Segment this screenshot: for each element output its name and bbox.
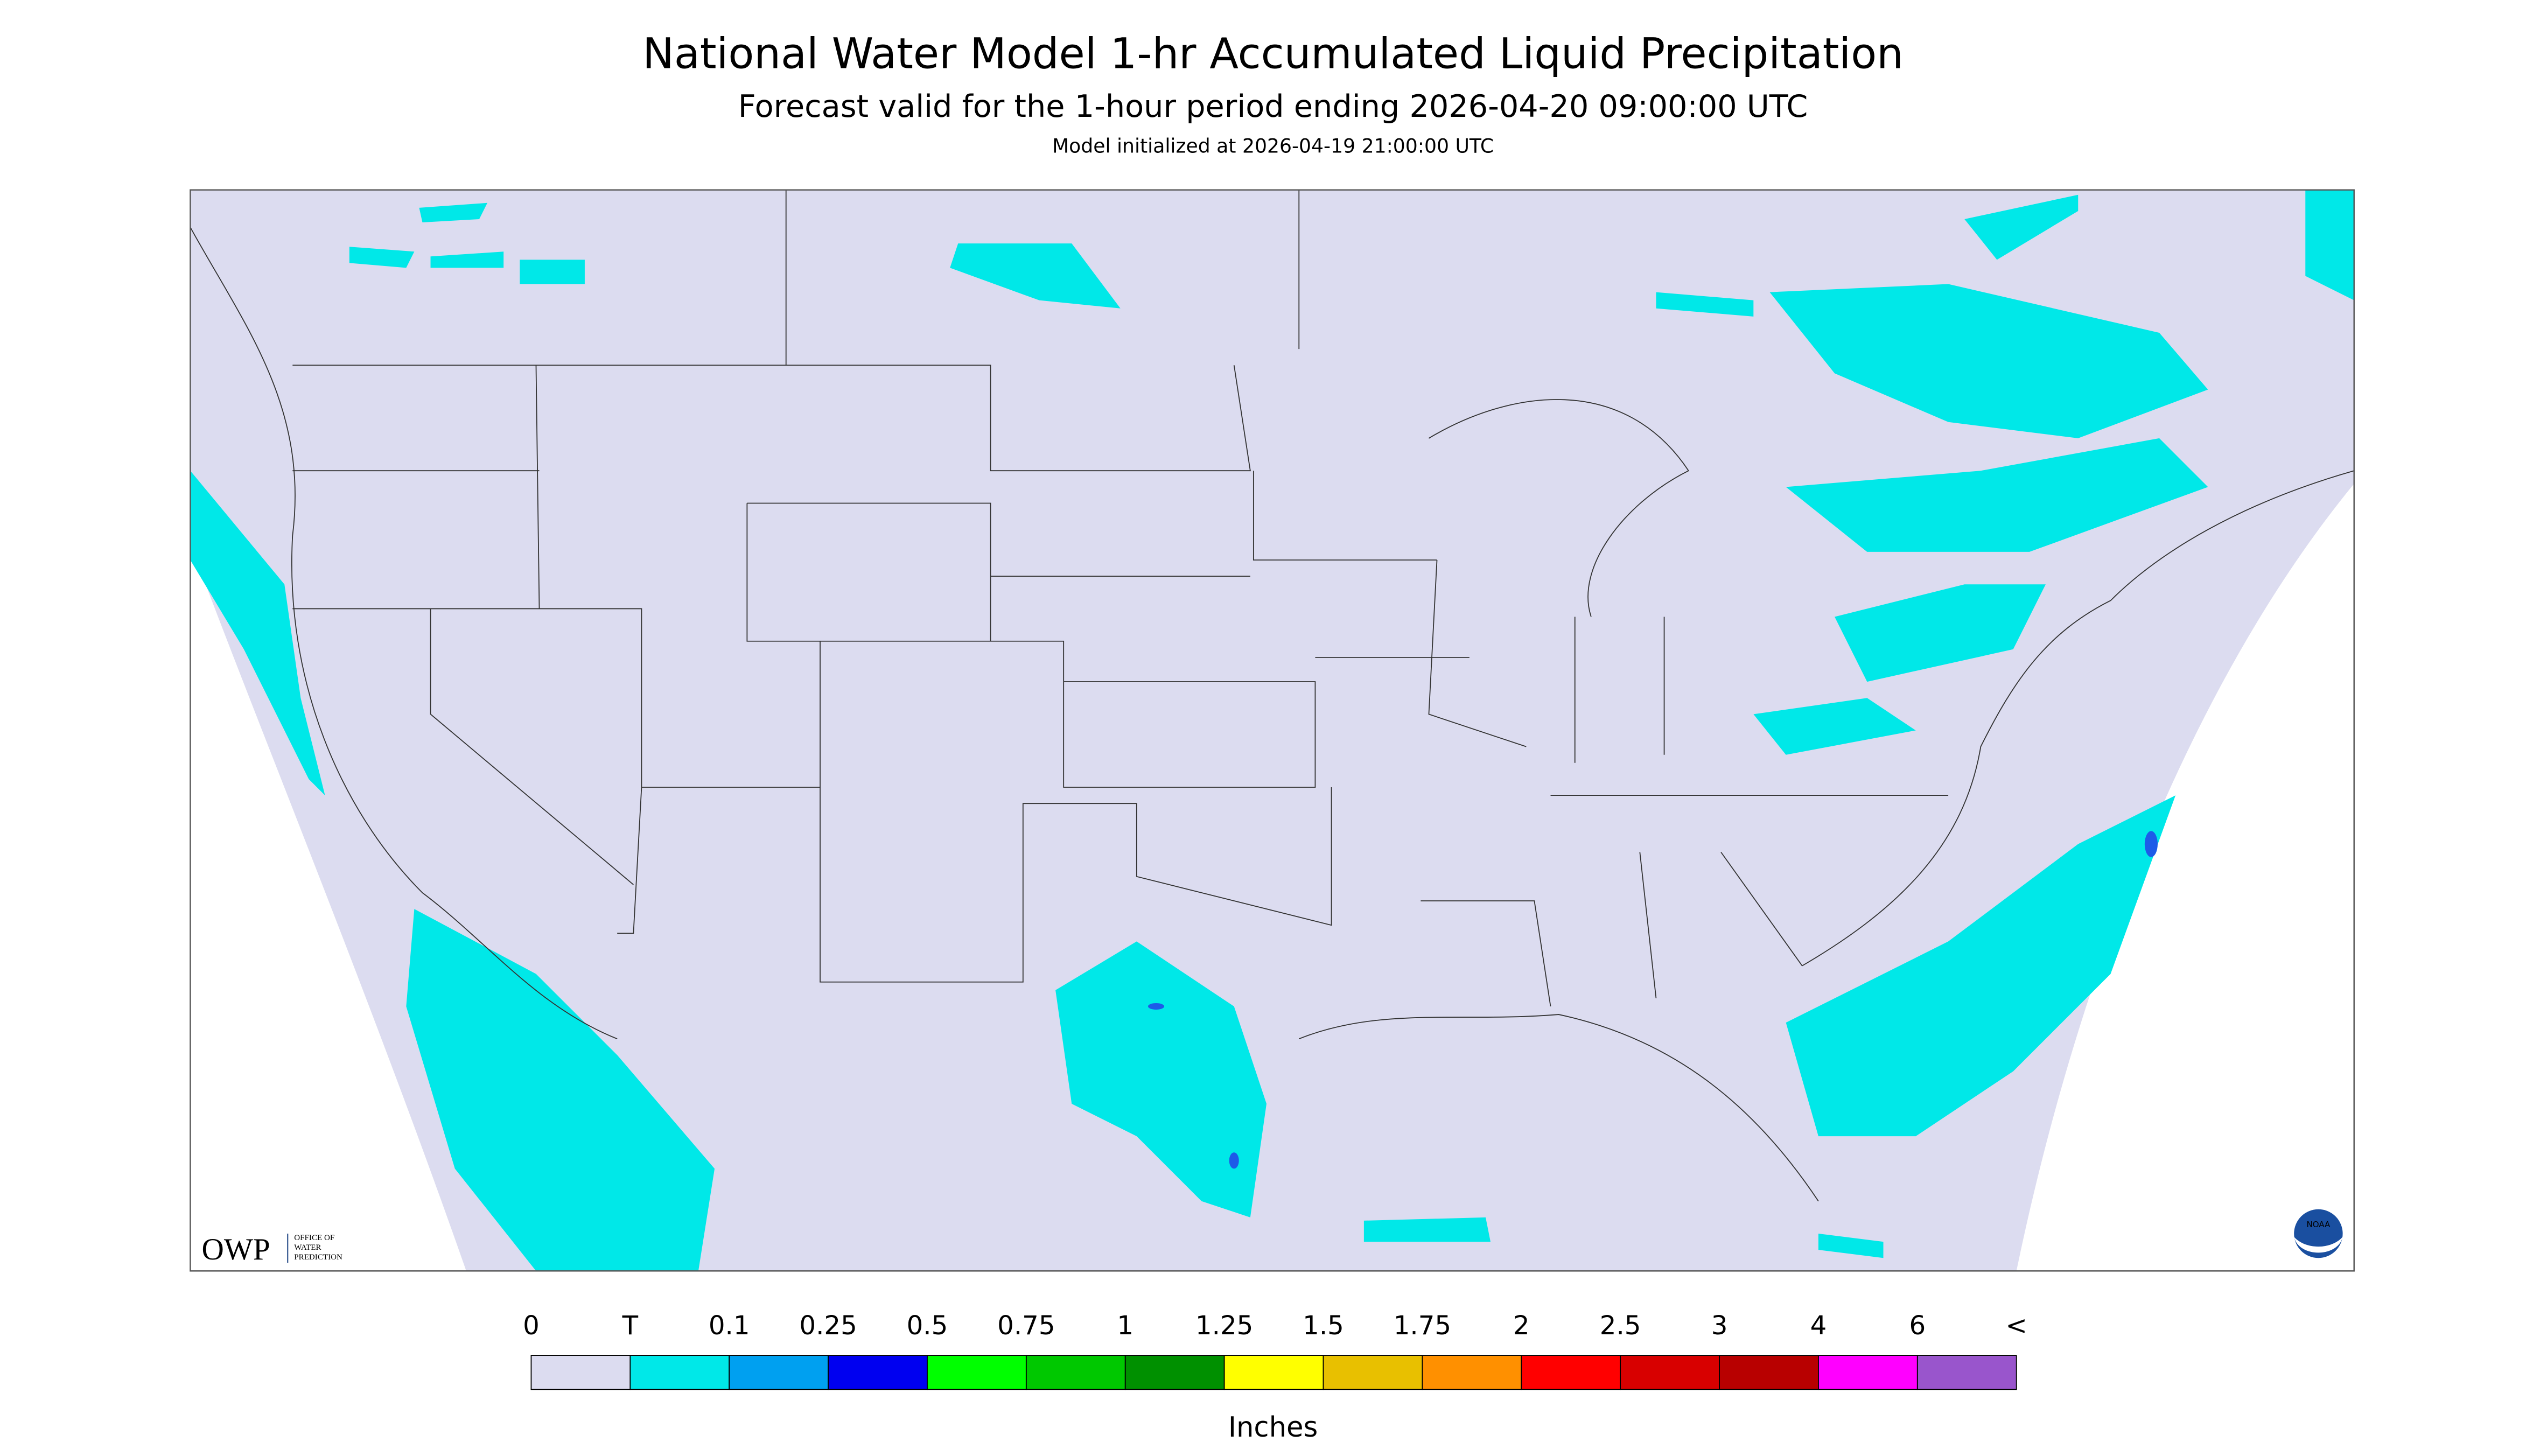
domain-edge-right [2016,484,2354,1271]
legend-label: T [622,1311,639,1341]
legend-label: 0.25 [799,1311,857,1341]
domain-edge-left [190,543,466,1271]
legend-swatch [1124,1355,1225,1390]
legend-swatch [1521,1355,1621,1390]
legend-swatch [1620,1355,1720,1390]
legend-label: 1 [1117,1311,1133,1341]
legend-swatch [1916,1355,2017,1390]
legend-swatch [1422,1355,1522,1390]
noaa-logo-text: NOAA [2306,1220,2331,1229]
title: National Water Model 1-hr Accumulated Li… [642,30,1904,79]
legend-label: 4 [1810,1311,1827,1341]
legend-label: < [2005,1311,2027,1341]
legend-label: 2 [1513,1311,1530,1341]
legend-label: 6 [1909,1311,1926,1341]
subtitle: Forecast valid for the 1-hour period end… [738,88,1808,124]
legend-label: 0 [523,1311,540,1341]
map: OWP OFFICE OF WATER PREDICTION NOAA [190,189,2355,1272]
legend-label: 2.5 [1600,1311,1641,1341]
legend-swatch [629,1355,730,1390]
legend-label: 1.25 [1195,1311,1253,1341]
legend-label: 1.5 [1303,1311,1344,1341]
legend-swatch [1719,1355,1819,1390]
precip-areas [190,190,2354,1271]
legend-label: 0.5 [907,1311,948,1341]
legend-swatch [927,1355,1027,1390]
legend-label: 0.1 [709,1311,750,1341]
legend-swatch [1223,1355,1324,1390]
owp-text: PREDICTION [294,1253,342,1262]
boundaries [190,190,2354,1202]
legend-label: 3 [1711,1311,1728,1341]
legend-label: 1.75 [1394,1311,1451,1341]
legend-label: 0.75 [997,1311,1055,1341]
map-frame [190,189,2355,1272]
legend-swatch [729,1355,829,1390]
noaa-logo-wave [2294,1237,2343,1253]
legend-swatch [1025,1355,1126,1390]
legend: 0 T 0.1 0.25 0.5 0.75 1 1.25 1.5 1.75 2 2.5 3 4 6 < [523,1311,2027,1390]
owp-text: WATER [294,1243,321,1252]
legend-swatch [1323,1355,1423,1390]
legend-units: Inches [1228,1411,1318,1444]
legend-swatch [1818,1355,1918,1390]
legend-swatch [828,1355,928,1390]
owp-logo: OWP [201,1233,270,1266]
owp-text: OFFICE OF [294,1234,334,1242]
legend-swatch [530,1355,631,1390]
init-note: Model initialized at 2026-04-19 21:00:00… [1052,134,1494,157]
